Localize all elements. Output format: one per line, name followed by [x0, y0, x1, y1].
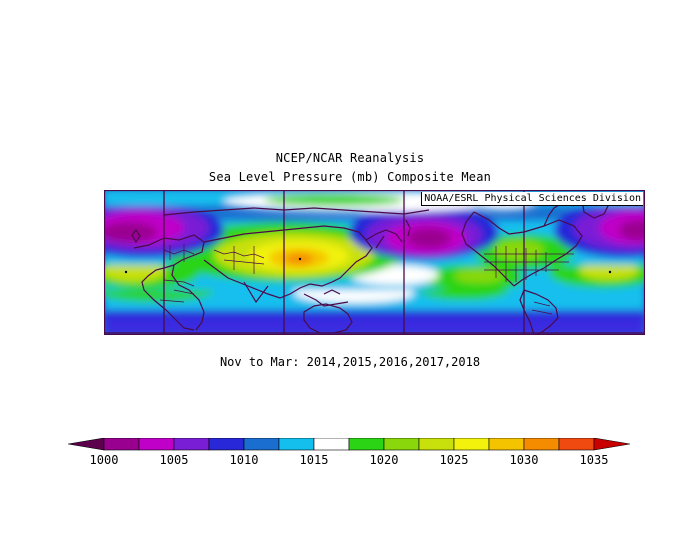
- colorbar-swatch: [243, 438, 280, 451]
- pressure-center-dot: [124, 270, 128, 274]
- colorbar-tick-label: 1020: [370, 453, 399, 467]
- pressure-field: [104, 190, 645, 335]
- pressure-center-dot: [608, 270, 612, 274]
- colorbar-swatch: [173, 438, 210, 451]
- colorbar-swatch: [103, 438, 140, 451]
- political-borders: [159, 244, 574, 315]
- colorbar-swatch: [558, 438, 595, 451]
- colorbar-swatch: [453, 438, 490, 451]
- colorbar-swatch: [313, 438, 350, 451]
- colorbar-swatch: [383, 438, 420, 451]
- colorbar-tick-label: 1035: [580, 453, 609, 467]
- colorbar-min-triangle: [68, 438, 105, 451]
- longitude-lines: [163, 190, 525, 335]
- colorbar-tick-label: 1025: [440, 453, 469, 467]
- credit-label: NOAA/ESRL Physical Sciences Division: [421, 192, 643, 206]
- colorbar-tick-label: 1005: [160, 453, 189, 467]
- colorbar-swatch: [208, 438, 245, 451]
- colorbar-tick-label: 1015: [300, 453, 329, 467]
- period-label: Nov to Mar: 2014,2015,2016,2017,2018: [219, 355, 481, 369]
- colorbar-max-triangle: [593, 438, 631, 451]
- colorbar-tick-label: 1010: [230, 453, 259, 467]
- colorbar-tick-label: 1030: [510, 453, 539, 467]
- colorbar-swatch: [138, 438, 175, 451]
- colorbar-swatch: [278, 438, 315, 451]
- colorbar-swatch: [418, 438, 455, 451]
- colorbar-swatch: [488, 438, 525, 451]
- map-frame: [104, 190, 645, 335]
- coastlines: [104, 197, 645, 335]
- colorbar-swatch: [523, 438, 560, 451]
- colorbar-tick-label: 1000: [90, 453, 119, 467]
- chart-subtitle: Sea Level Pressure (mb) Composite Mean: [208, 170, 492, 184]
- colorbar: 1000 1005 1010 1015 1020 1025 1030 1035: [68, 438, 631, 467]
- chart-title: NCEP/NCAR Reanalysis: [275, 151, 425, 165]
- pressure-center-dot: [298, 257, 302, 261]
- pressure-map: NOAA/ESRL Physical Sciences Division: [104, 190, 645, 335]
- colorbar-swatch: [348, 438, 385, 451]
- pressure-map-canvas: [104, 190, 645, 335]
